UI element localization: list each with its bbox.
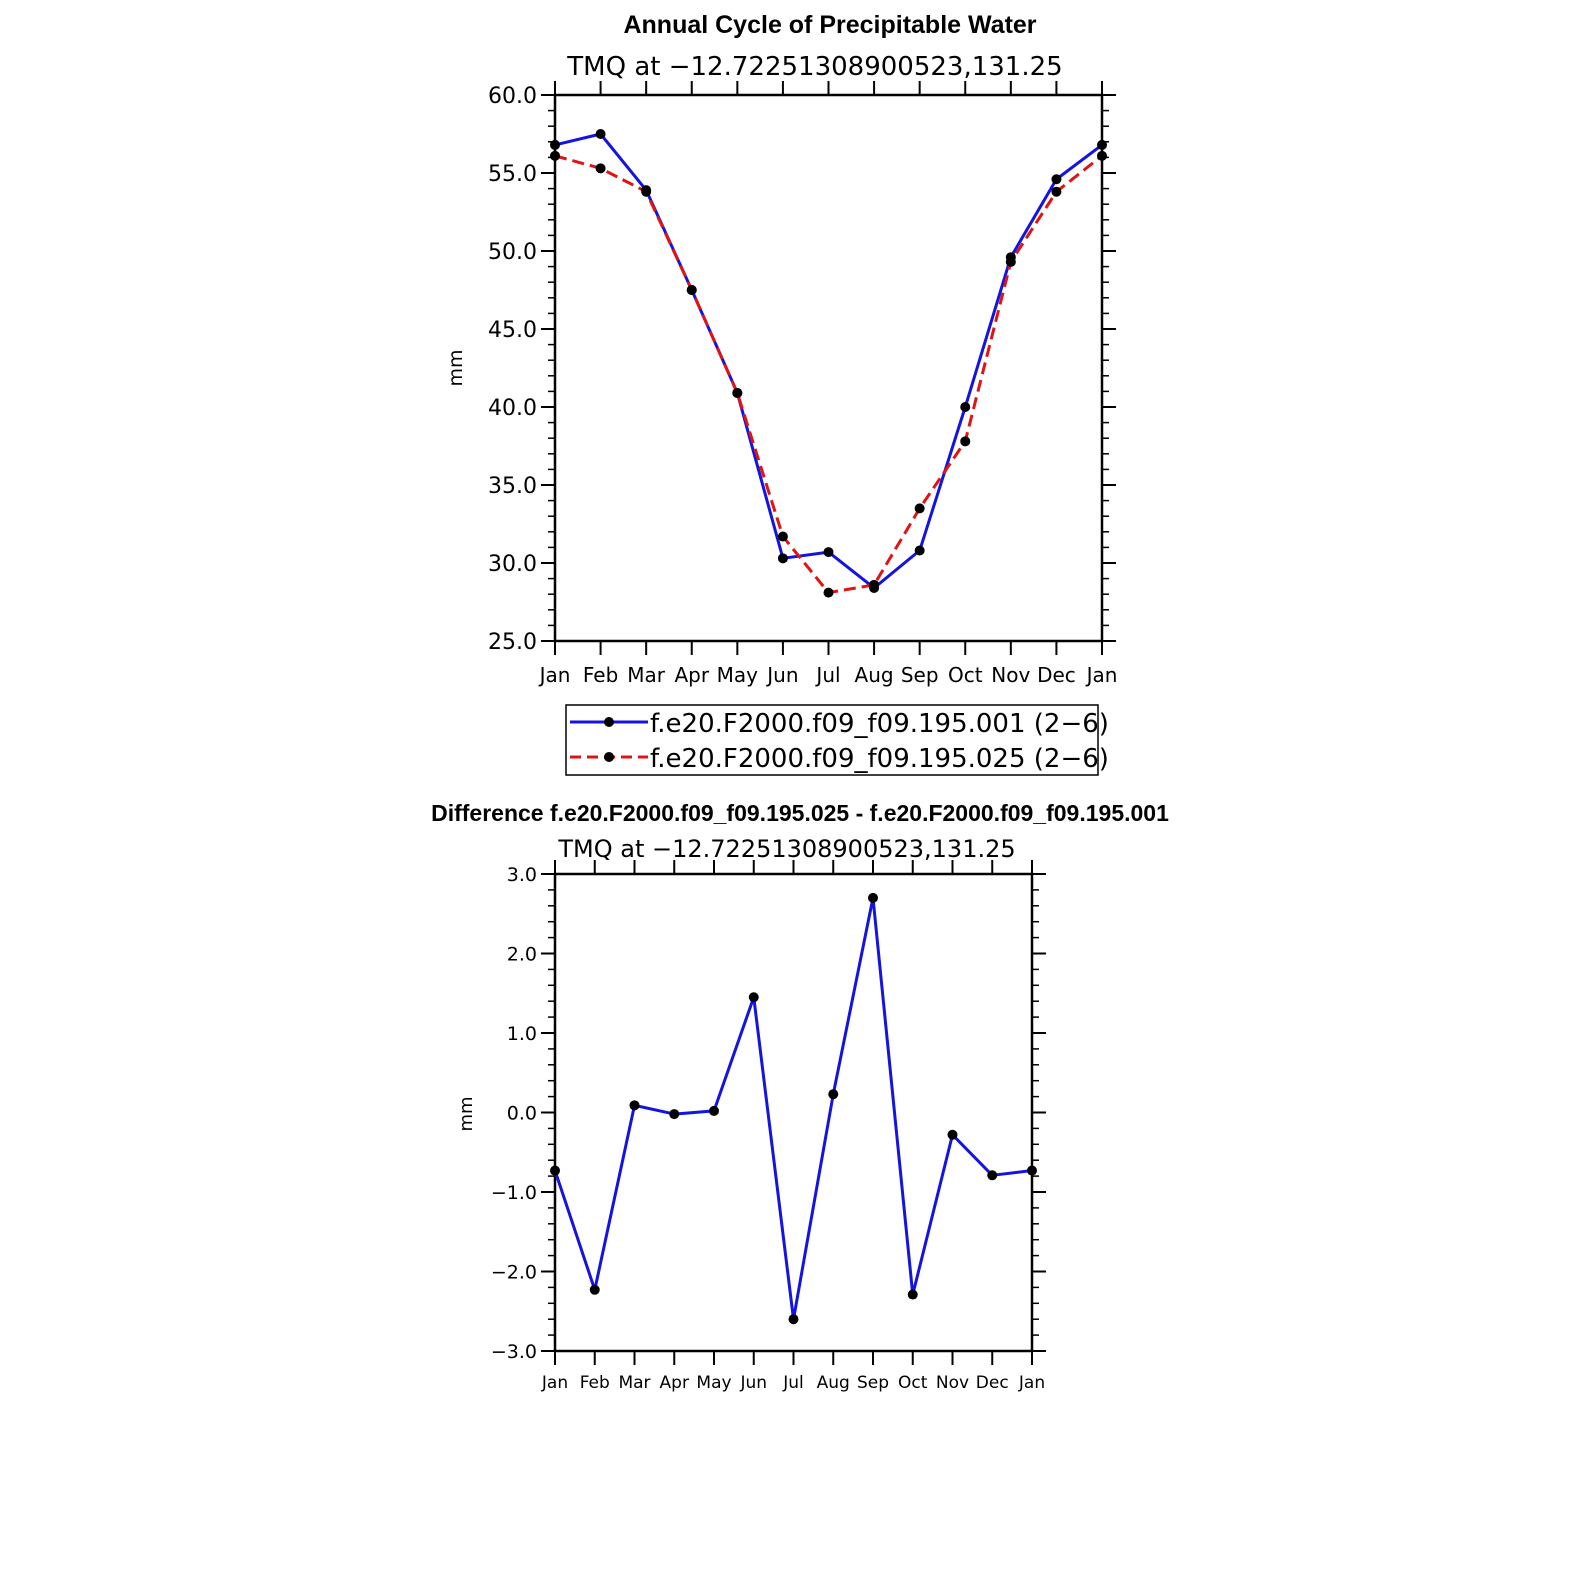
chart2-series-1-point [629, 1100, 640, 1111]
chart2-ytick-label: 3.0 [507, 864, 537, 886]
chart1-series-1-point [777, 553, 788, 564]
chart1-xtick-label: Jun [765, 663, 798, 687]
chart1-xtick-label: Jan [1085, 663, 1118, 687]
chart1-series-2-point [960, 436, 971, 447]
chart1-series-2-point [777, 531, 788, 542]
chart2-ytick-label: −1.0 [491, 1182, 537, 1204]
chart1-ytick-label: 60.0 [488, 84, 537, 109]
chart2-xtick-label: Mar [618, 1373, 650, 1393]
chart1-ytick-label: 25.0 [488, 630, 537, 655]
chart2-series-1-point [1027, 1165, 1037, 1176]
chart2-title: Difference f.e20.F2000.f09_f09.195.025 -… [431, 800, 1169, 826]
chart2-series-1-point [828, 1089, 839, 1100]
chart1-series-1-point [595, 129, 606, 139]
chart2-series-1-point [987, 1170, 998, 1181]
chart1-series-2-point [595, 163, 606, 174]
chart2-xtick-label: Jun [739, 1373, 767, 1393]
chart1-series-1-point [823, 547, 834, 558]
chart2-series-1-point [748, 992, 759, 1003]
chart2-xtick-label: Apr [660, 1373, 689, 1393]
chart2-xtick-label: Jan [1018, 1373, 1045, 1393]
chart1-plot: 25.0 30.0 35.0 40.0 45.0 50.0 55.0 60.0 Jan Feb Ma… [488, 81, 1117, 687]
chart1-xtick-label: Apr [674, 663, 709, 687]
chart1-series-1-point [914, 545, 925, 556]
chart1-xtick-label: Sep [901, 663, 939, 687]
chart2-series-1-point [907, 1289, 918, 1300]
chart1-series-2-point [914, 503, 925, 514]
chart1-series-2-point [1005, 256, 1016, 267]
chart1-series-2-point [1051, 186, 1062, 197]
legend-marker-1 [604, 717, 614, 727]
chart1-series-line-1 [554, 132, 1103, 590]
legend-marker-2 [604, 752, 614, 762]
chart2-xtick-label: May [696, 1373, 731, 1393]
chart2-ytick-label: −2.0 [491, 1261, 537, 1283]
chart1-xtick-label: May [717, 663, 759, 687]
legend-label-2: f.e20.F2000.f09_f09.195.025 (2−6) [650, 744, 1109, 774]
chart2-xtick-label: Aug [817, 1373, 850, 1393]
chart1-title: Annual Cycle of Precipitable Water [623, 11, 1036, 39]
chart2-subtitle: TMQ at −12.72251308900523,131.25 [557, 835, 1015, 863]
chart2-xtick-label: Nov [936, 1373, 969, 1393]
chart1-xtick-label: Feb [583, 663, 618, 687]
chart1-series-2-point [732, 387, 743, 398]
chart1-xtick-label: Jul [814, 663, 840, 687]
chart2-series-1-point [550, 1165, 560, 1176]
chart1-ytick-label: 30.0 [488, 552, 537, 577]
chart2-series-1-point [947, 1129, 958, 1140]
chart1-series-1-point [960, 402, 971, 412]
chart2-series-line-1 [553, 896, 1033, 1321]
chart2-series-1-point [788, 1314, 799, 1325]
chart1-xtick-label: Dec [1037, 663, 1076, 687]
chart1-series-1-point [1097, 139, 1107, 150]
chart1-xtick-label: Mar [627, 663, 666, 687]
chart1-series-2-point [1097, 150, 1107, 161]
chart2-plot: −3.0 −2.0 −1.0 0.0 1.0 2.0 3.0 Jan Feb Mar Apr May J… [491, 860, 1046, 1393]
chart1-ytick-label: 40.0 [488, 396, 537, 421]
chart1-ytick-label: 50.0 [488, 240, 537, 265]
chart1-series-2-point [823, 587, 834, 598]
chart1-series-2-point [686, 285, 697, 295]
chart1-series-2-point [641, 186, 652, 197]
chart2-ytick-label: 2.0 [507, 943, 537, 965]
chart2-xtick-label: Jan [541, 1373, 568, 1393]
legend-box [565, 704, 1099, 776]
chart1-series-1-point [1051, 174, 1062, 185]
chart1-series-2-point [550, 150, 560, 161]
chart1-series-2-point [869, 579, 880, 590]
chart2-ytick-label: 1.0 [507, 1023, 537, 1045]
chart2-xtick-label: Dec [976, 1373, 1009, 1393]
chart2-xtick-label: Jul [782, 1373, 804, 1393]
chart2-ytick-label: 0.0 [507, 1102, 537, 1124]
chart1-ytick-label: 55.0 [488, 162, 537, 187]
chart1-ylabel: mm [445, 349, 467, 386]
chart2-series-1-point [589, 1284, 600, 1295]
chart1-xtick-label: Jan [538, 663, 571, 687]
chart2-series-1-point [669, 1109, 680, 1120]
legend: f.e20.F2000.f09_f09.195.001 (2−6) f.e20.… [565, 704, 1109, 776]
legend-label-1: f.e20.F2000.f09_f09.195.001 (2−6) [650, 709, 1109, 739]
chart2-series-1-point [868, 892, 878, 903]
chart2-xtick-label: Feb [580, 1373, 610, 1393]
chart2-series-1-point [709, 1105, 719, 1116]
chart1-ytick-label: 45.0 [488, 318, 537, 343]
chart1-series-line-2 [554, 154, 1103, 595]
chart1-ytick-label: 35.0 [488, 474, 537, 499]
chart1-subtitle: TMQ at −12.72251308900523,131.25 [566, 52, 1062, 82]
chart2-ylabel: mm [456, 1096, 477, 1131]
chart1-xtick-label: Oct [948, 663, 983, 687]
chart2-xtick-label: Sep [857, 1373, 889, 1393]
chart1-series-1-point [550, 139, 560, 150]
chart2-xtick-label: Oct [898, 1373, 928, 1393]
chart2-ytick-label: −3.0 [491, 1341, 537, 1363]
chart1-xtick-label: Aug [855, 663, 894, 687]
chart2-frame [553, 872, 1034, 1353]
chart1-xtick-label: Nov [991, 663, 1030, 687]
